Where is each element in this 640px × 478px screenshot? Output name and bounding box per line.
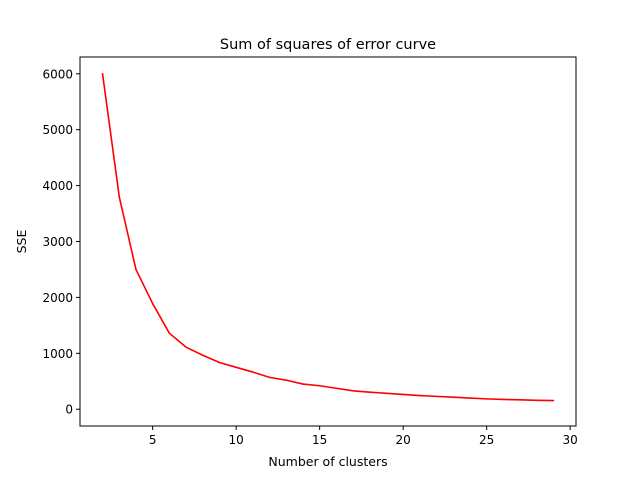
data-point (402, 393, 404, 396)
x-tick-label: 20 (396, 433, 411, 447)
chart-title: Sum of squares of error curve (220, 37, 436, 53)
plot-frame (79, 56, 577, 427)
data-point (101, 72, 104, 75)
data-point (419, 394, 421, 397)
data-point (535, 399, 538, 402)
data-point (485, 398, 488, 400)
series-line-0 (101, 73, 554, 402)
data-point (335, 387, 338, 390)
data-point (285, 379, 288, 381)
y-tick-label: 3000 (42, 235, 73, 249)
y-tick-label: 6000 (42, 67, 73, 81)
x-tick-label: 15 (312, 433, 327, 447)
data-point (118, 195, 121, 198)
series-layer (101, 72, 555, 402)
x-tick-label: 25 (479, 433, 494, 447)
y-tick-label: 2000 (42, 291, 73, 305)
data-point (168, 332, 171, 334)
data-point (552, 399, 555, 402)
data-point (135, 268, 137, 271)
data-point (435, 395, 438, 398)
x-tick-label: 30 (563, 433, 578, 447)
data-point (469, 397, 471, 399)
data-point (218, 361, 221, 364)
data-point (352, 389, 354, 392)
data-point (368, 391, 371, 393)
y-axis-label: SSE (14, 230, 29, 254)
data-point (318, 384, 321, 387)
data-point (201, 354, 204, 357)
data-point (302, 383, 304, 385)
data-point (185, 346, 187, 348)
data-point (151, 302, 154, 305)
x-axis-label: Number of clusters (268, 454, 387, 469)
data-point (519, 399, 521, 401)
ticks-layer: 5 10 15 20 25 30 0 1000 2000 3000 4000 5000 6000 (42, 67, 577, 447)
data-point (235, 366, 237, 369)
y-tick-label: 1000 (42, 347, 73, 361)
y-tick-label: 5000 (42, 123, 73, 137)
data-point (452, 396, 455, 399)
data-point (385, 392, 388, 395)
x-tick-label: 10 (229, 433, 244, 447)
data-point (502, 398, 505, 401)
y-tick-label: 4000 (42, 179, 73, 193)
x-tick-label: 5 (149, 433, 157, 447)
data-point (252, 371, 254, 373)
y-tick-label: 0 (65, 403, 73, 417)
data-point (268, 376, 271, 379)
